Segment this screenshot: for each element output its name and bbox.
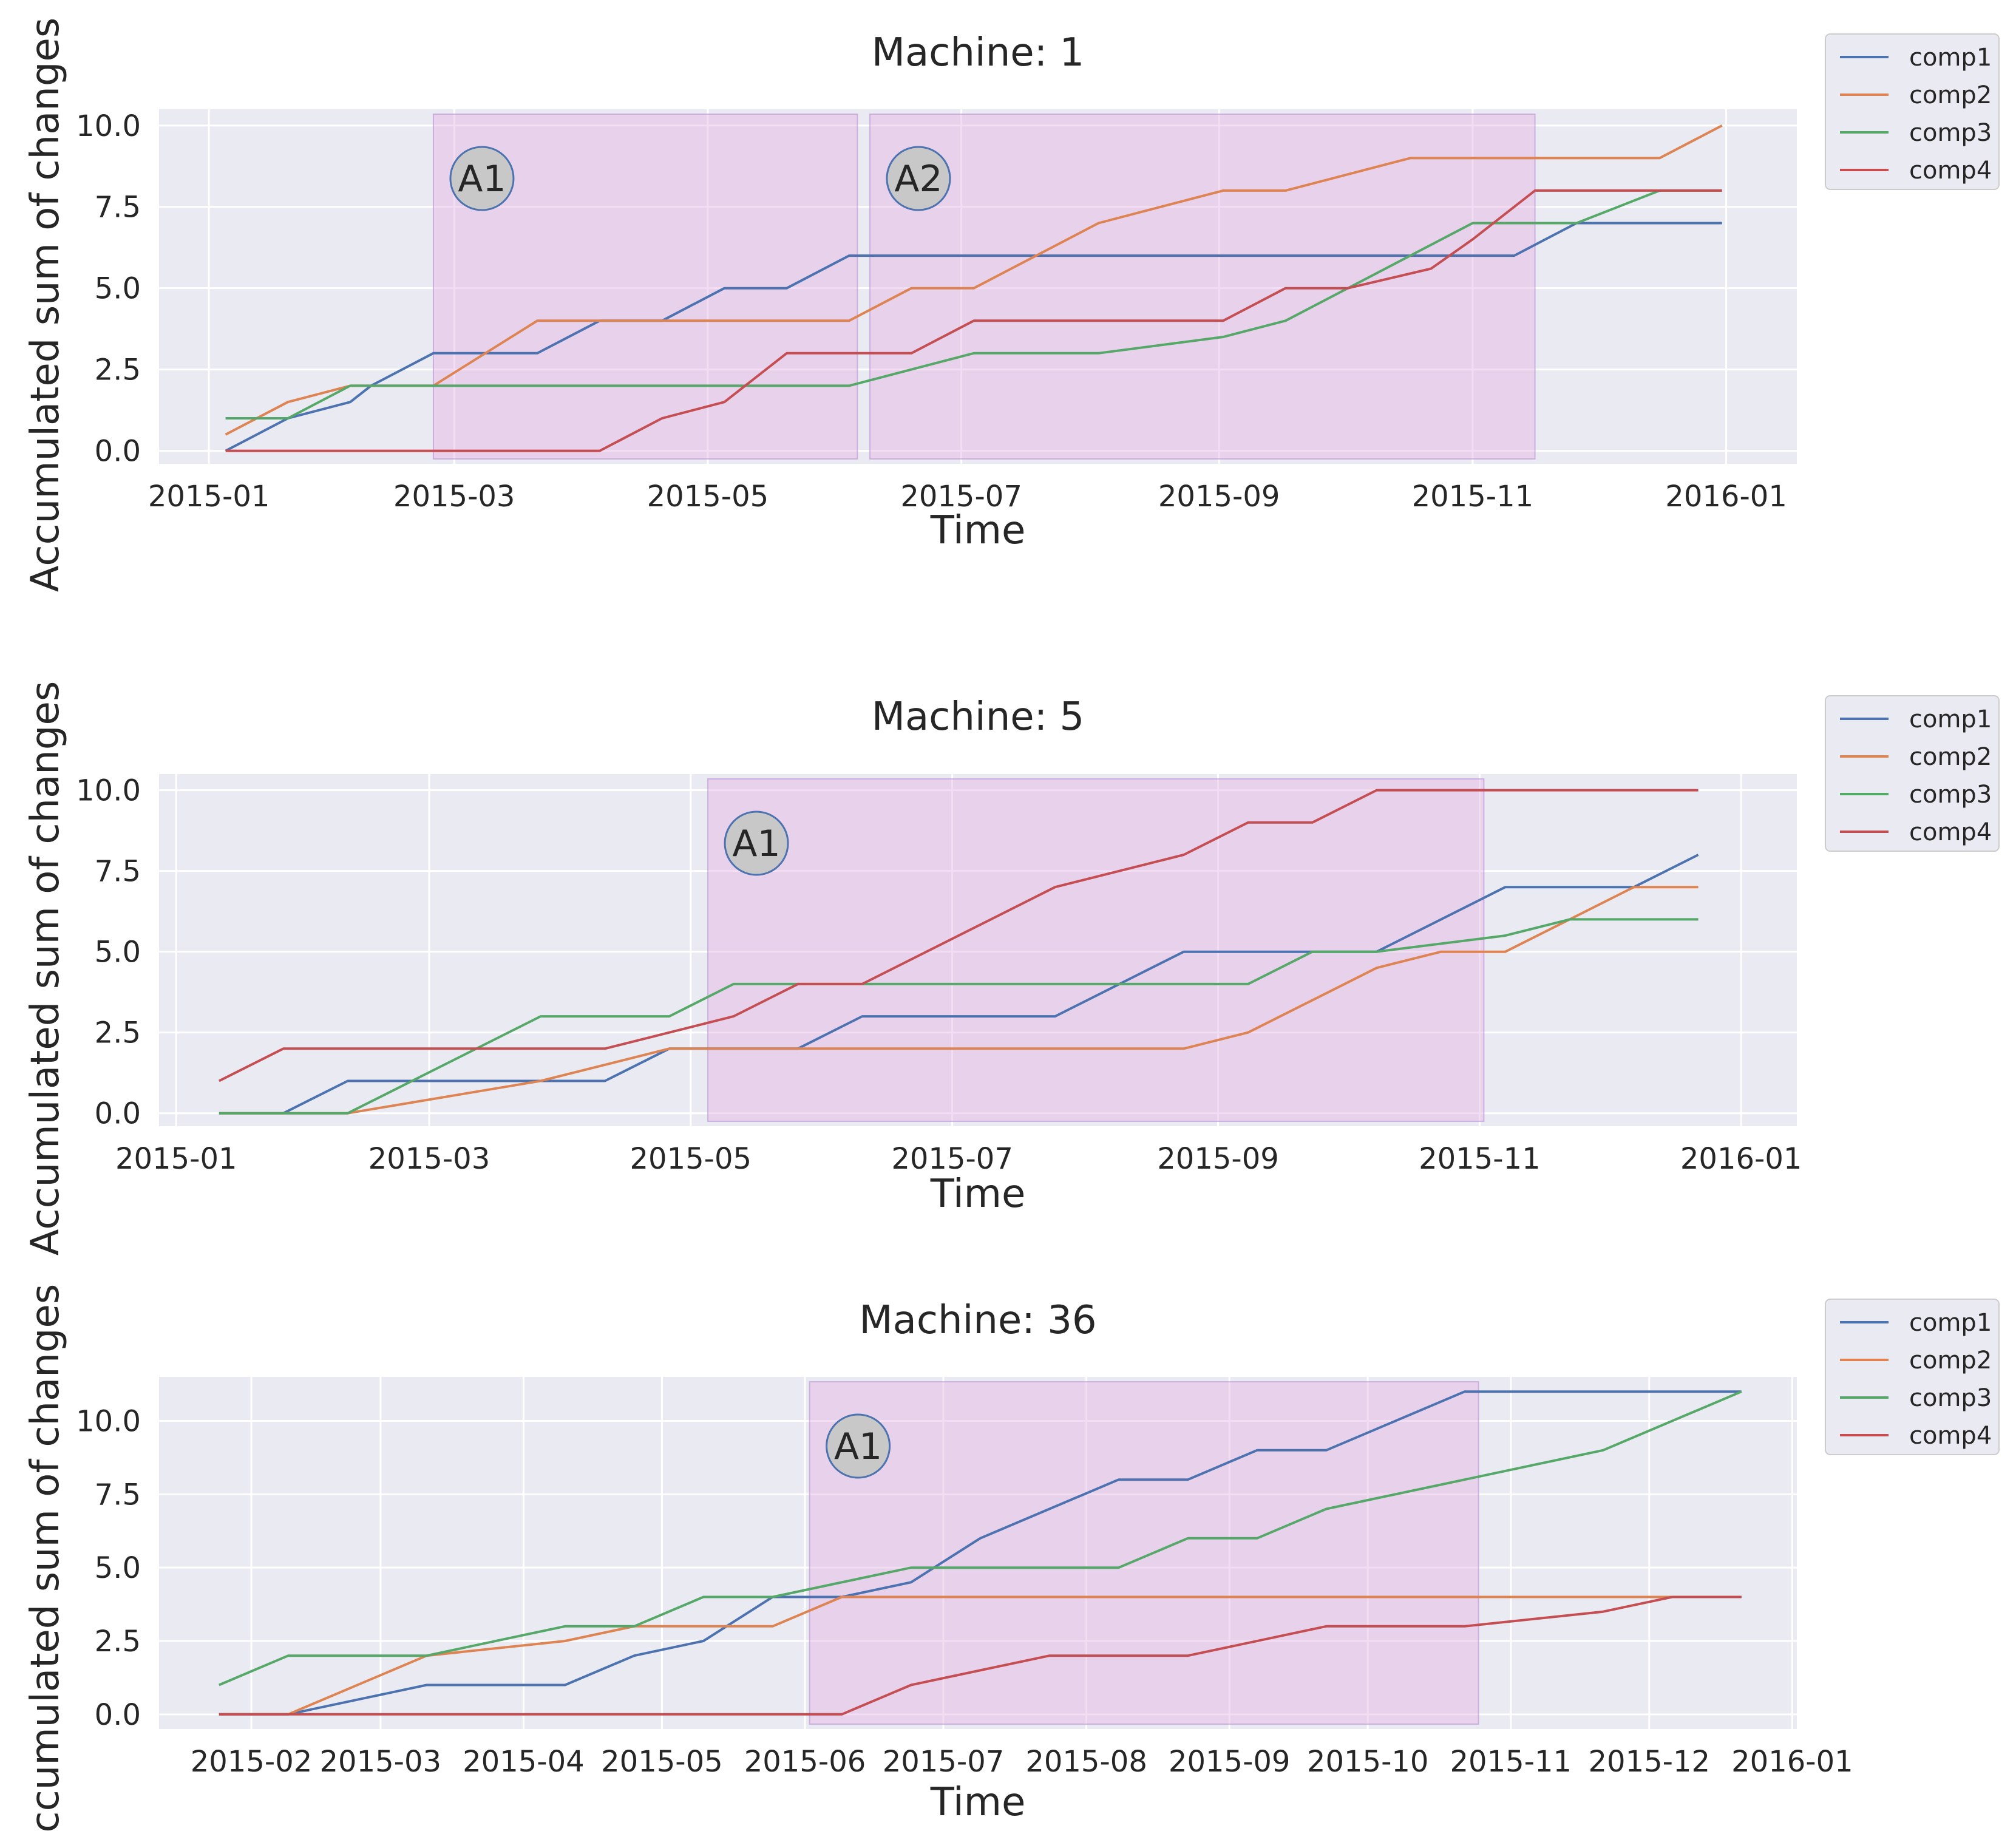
x-tick-label: 2015-09 [1158, 480, 1280, 514]
x-tick-label: 2015-10 [1307, 1745, 1429, 1779]
y-tick-label: 7.5 [95, 191, 141, 225]
legend-entry-comp2: comp2 [1909, 743, 1992, 771]
subplot-machine-2: 2015-01 2015-03 2015-05 2015-07 2015-09 2015-… [23, 681, 2000, 1255]
y-axis-label: Accumulated sum of changes [23, 681, 68, 1255]
anomaly-label-badge [449, 146, 515, 211]
legend-box [1825, 695, 2000, 852]
y-tick-label: 0.0 [95, 435, 141, 469]
legend-entry-comp2: comp2 [1909, 81, 1992, 109]
x-tick-label: 2015-02 [191, 1745, 313, 1779]
y-tick-label: 2.5 [95, 1016, 141, 1050]
series-line-comp3 [225, 189, 1722, 420]
anomaly-label-a1: A1 [458, 158, 506, 200]
legend: comp1 comp2 comp3 comp4 [1825, 33, 2000, 190]
anomaly-region-a1 [707, 778, 1485, 1122]
series-line-comp2 [219, 886, 1699, 1115]
legend-entry-comp1: comp1 [1909, 705, 1992, 733]
legend-entry-comp3: comp3 [1909, 1384, 1992, 1412]
y-tick-label: 7.5 [95, 1478, 141, 1512]
x-tick-label: 2015-05 [630, 1142, 752, 1176]
x-axis-label: Time [930, 1780, 1026, 1825]
series-line-comp1 [219, 854, 1699, 1115]
y-tick-label: 2.5 [95, 353, 141, 387]
x-tick-label: 2015-07 [900, 480, 1022, 514]
y-tick-label: 10.0 [76, 774, 141, 808]
legend-entry-comp3: comp3 [1909, 119, 1992, 147]
y-tick-label: 10.0 [76, 1405, 141, 1439]
x-tick-label: 2015-07 [891, 1142, 1013, 1176]
x-tick-label: 2015-01 [148, 480, 270, 514]
anomaly-region-a2 [869, 114, 1536, 460]
chart-title: Machine: 36 [859, 1298, 1096, 1343]
x-tick-label: 2015-03 [320, 1745, 442, 1779]
anomaly-label-badge [826, 1413, 891, 1479]
plot-area [159, 774, 1797, 1126]
subplot-machine-3: 2015-02 2015-03 2015-04 2015-05 2015-06 2015-… [23, 1284, 2000, 1831]
legend: comp1 comp2 comp3 comp4 [1825, 1299, 2000, 1455]
x-tick-label: 2015-09 [1169, 1745, 1291, 1779]
series-line-comp2 [219, 1595, 1742, 1716]
y-axis-label: Accumulated sum of changes [23, 18, 68, 592]
legend-entry-comp4: comp4 [1909, 157, 1992, 185]
x-tick-label: 2016-01 [1731, 1745, 1853, 1779]
x-tick-label: 2015-12 [1589, 1745, 1711, 1779]
series-line-comp3 [219, 1390, 1742, 1687]
chart-title: Machine: 1 [872, 30, 1085, 75]
y-tick-label: 0.0 [95, 1698, 141, 1732]
legend: comp1 comp2 comp3 comp4 [1825, 695, 2000, 852]
series-line-comp4 [225, 189, 1722, 452]
legend-entry-comp4: comp4 [1909, 818, 1992, 846]
anomaly-label-badge [724, 810, 789, 876]
x-tick-label: 2016-01 [1665, 480, 1787, 514]
x-tick-label: 2015-11 [1450, 1745, 1572, 1779]
x-tick-label: 2015-09 [1157, 1142, 1279, 1176]
subplot-machine-1: 2015-01 2015-03 2015-05 2015-07 2015-09 2015-… [23, 18, 2000, 592]
chart-title: Machine: 5 [872, 695, 1085, 739]
series-line-comp4 [219, 1595, 1742, 1716]
x-axis-label: Time [930, 1172, 1026, 1217]
x-tick-label: 2015-03 [393, 480, 515, 514]
y-axis-label: Accumulated sum of changes [23, 1284, 68, 1831]
x-tick-label: 2015-08 [1025, 1745, 1147, 1779]
legend-box [1825, 1299, 2000, 1455]
x-tick-label: 2015-01 [115, 1142, 237, 1176]
x-tick-label: 2015-04 [463, 1745, 585, 1779]
y-tick-label: 5.0 [95, 936, 141, 970]
y-tick-label: 7.5 [95, 855, 141, 889]
x-tick-label: 2015-05 [601, 1745, 723, 1779]
series-line-comp1 [219, 1390, 1742, 1716]
legend-box [1825, 33, 2000, 190]
anomaly-region-a1 [809, 1381, 1479, 1725]
y-tick-label: 0.0 [95, 1097, 141, 1131]
y-tick-label: 2.5 [95, 1625, 141, 1659]
x-tick-label: 2015-06 [744, 1745, 866, 1779]
x-axis-label: Time [930, 508, 1026, 553]
y-tick-label: 10.0 [76, 109, 141, 143]
anomaly-label-a2: A2 [894, 158, 942, 200]
x-tick-label: 2015-07 [883, 1745, 1005, 1779]
legend-entry-comp1: comp1 [1909, 44, 1992, 72]
series-line-comp4 [219, 789, 1699, 1082]
y-tick-label: 5.0 [95, 1551, 141, 1585]
legend-entry-comp3: comp3 [1909, 781, 1992, 809]
x-tick-label: 2015-05 [647, 480, 769, 514]
legend-entry-comp2: comp2 [1909, 1347, 1992, 1374]
anomaly-label-a1: A1 [732, 823, 780, 865]
anomaly-label-a1: A1 [834, 1425, 882, 1468]
x-tick-label: 2015-03 [368, 1142, 490, 1176]
x-tick-label: 2015-11 [1419, 1142, 1541, 1176]
anomaly-label-badge [886, 146, 951, 211]
x-tick-label: 2016-01 [1680, 1142, 1802, 1176]
y-tick-label: 5.0 [95, 272, 141, 306]
x-tick-label: 2015-11 [1412, 480, 1534, 514]
legend-entry-comp1: comp1 [1909, 1309, 1992, 1337]
legend-entry-comp4: comp4 [1909, 1422, 1992, 1450]
